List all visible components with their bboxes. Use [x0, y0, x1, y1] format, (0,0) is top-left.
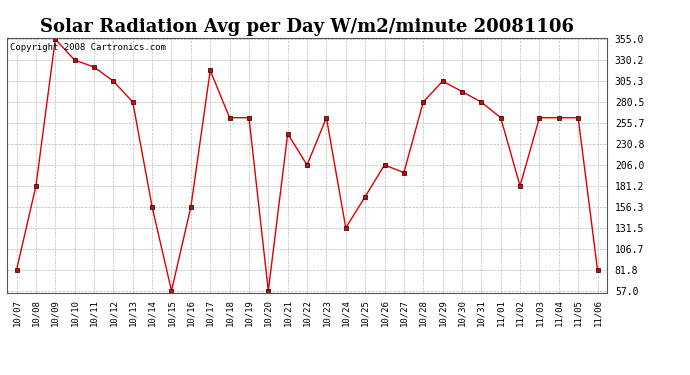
Title: Solar Radiation Avg per Day W/m2/minute 20081106: Solar Radiation Avg per Day W/m2/minute … [40, 18, 574, 36]
Text: Copyright 2008 Cartronics.com: Copyright 2008 Cartronics.com [10, 43, 166, 52]
